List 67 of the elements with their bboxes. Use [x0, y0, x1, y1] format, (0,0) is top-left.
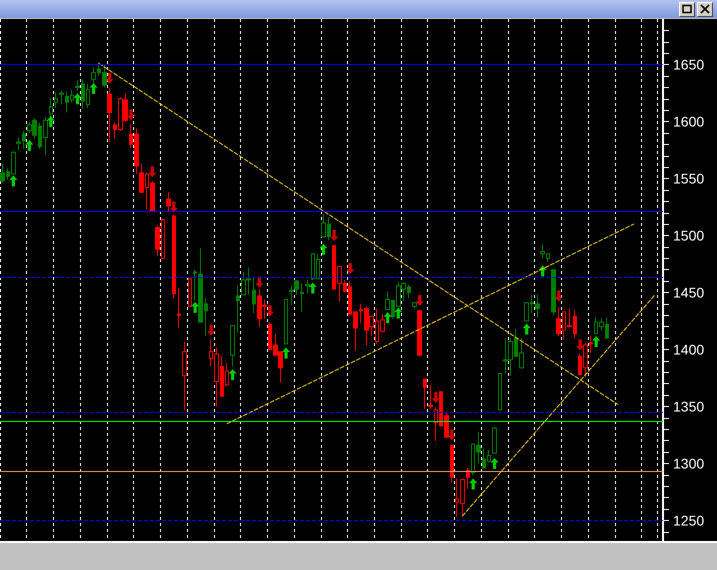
candlestick — [294, 280, 299, 296]
point — [282, 347, 290, 358]
point — [25, 140, 34, 152]
point — [148, 166, 156, 178]
candlestick — [498, 372, 502, 410]
point — [9, 175, 18, 186]
candlestick — [589, 335, 593, 354]
point — [416, 295, 424, 306]
point — [228, 369, 237, 380]
point — [330, 230, 338, 242]
y-tick-label: 1350 — [673, 398, 704, 415]
point — [191, 302, 200, 313]
y-tick-label: 1450 — [673, 284, 704, 301]
point — [74, 93, 82, 104]
candlestick — [49, 97, 53, 119]
candlestick — [230, 325, 235, 368]
point — [522, 324, 531, 335]
point — [432, 392, 440, 403]
candlestick — [492, 426, 497, 454]
point — [319, 244, 328, 255]
candlestick — [193, 269, 197, 302]
y-tick-label: 1550 — [673, 170, 704, 187]
candlestick — [182, 341, 187, 410]
point — [469, 478, 478, 490]
point — [592, 336, 600, 348]
candlestick — [551, 269, 556, 316]
point — [207, 324, 216, 336]
y-tick-label: 1250 — [673, 512, 704, 528]
candlestick — [236, 285, 240, 333]
candlestick — [289, 285, 294, 306]
point — [346, 263, 354, 274]
point — [255, 276, 264, 288]
candlestick — [450, 444, 454, 484]
candlestick — [188, 278, 192, 308]
candlestick — [284, 298, 288, 344]
point — [448, 430, 456, 441]
candlestick — [22, 130, 26, 150]
point — [126, 109, 135, 120]
point — [394, 308, 402, 319]
point — [90, 83, 98, 94]
candlestick — [412, 302, 417, 309]
point — [554, 290, 563, 302]
candlestick — [300, 282, 304, 312]
candlestick — [177, 287, 181, 328]
point — [106, 72, 114, 84]
point — [576, 339, 584, 350]
candlestick — [172, 214, 176, 299]
point — [384, 312, 392, 324]
candlestick — [252, 277, 256, 314]
candlestick — [107, 88, 112, 143]
candlestick — [305, 280, 310, 294]
point — [170, 202, 178, 213]
point — [490, 458, 499, 469]
y-tick-label: 1600 — [673, 114, 704, 130]
candlestick — [54, 91, 58, 108]
y-tick-label: 1650 — [673, 56, 704, 73]
y-tick-label: 1500 — [673, 228, 704, 244]
candlestick — [16, 137, 21, 151]
point — [46, 116, 55, 128]
y-tick-label: 1400 — [673, 342, 704, 358]
candlestick — [466, 468, 470, 490]
candlestick — [423, 378, 427, 410]
point — [308, 282, 317, 294]
point — [266, 305, 274, 316]
candlestick — [417, 310, 422, 356]
candlestick — [59, 90, 64, 105]
y-tick-label: 1300 — [673, 456, 704, 472]
